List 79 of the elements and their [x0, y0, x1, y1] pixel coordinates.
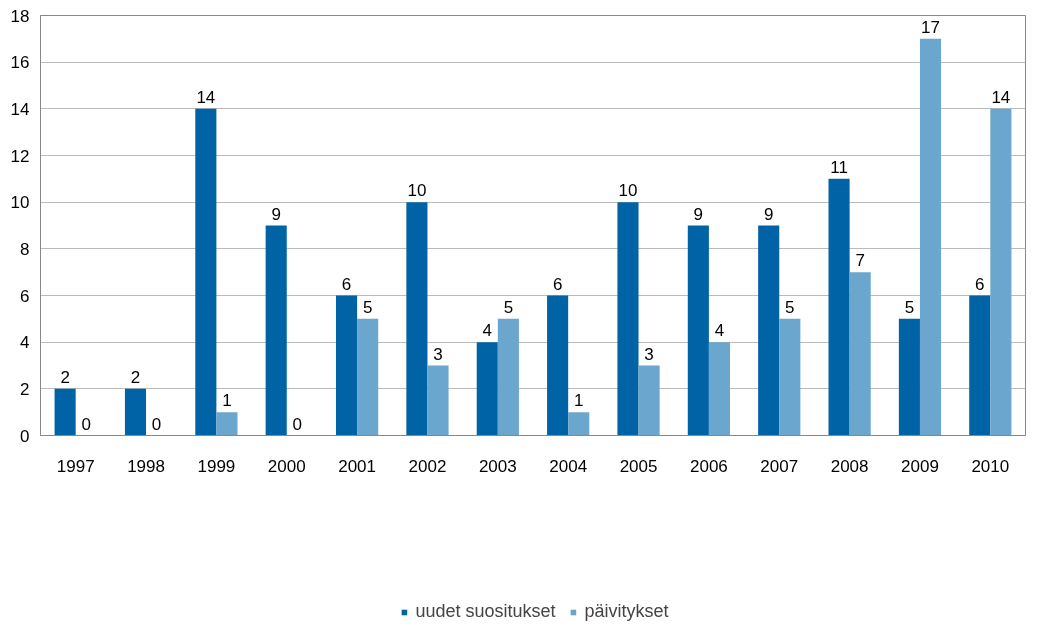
x-tick-label: 2005 [619, 456, 658, 476]
data-label: 6 [975, 274, 985, 294]
bar [898, 318, 920, 436]
y-tick-label: 2 [20, 379, 30, 399]
bar [124, 388, 147, 436]
data-label: 1 [574, 391, 584, 411]
x-tick-label: 1999 [197, 456, 236, 476]
bar [617, 202, 639, 436]
x-tick-label: 1997 [56, 456, 95, 476]
data-label: 10 [618, 181, 638, 201]
bar [828, 178, 850, 436]
x-tick-label: 2007 [760, 456, 799, 476]
bar [406, 202, 428, 436]
data-label: 11 [830, 157, 848, 177]
data-label: 2 [130, 367, 141, 387]
data-label: 2 [60, 367, 70, 387]
data-label: 5 [362, 297, 373, 317]
data-label: 3 [433, 344, 443, 364]
data-label: 6 [552, 274, 563, 294]
y-tick-label: 16 [10, 53, 30, 73]
y-tick-label: 6 [20, 286, 30, 306]
y-tick-label: 10 [10, 193, 30, 213]
bar [568, 412, 590, 436]
data-label: 14 [196, 87, 216, 107]
data-label: 5 [904, 297, 915, 317]
data-label: 17 [921, 17, 940, 37]
data-label: 6 [341, 274, 352, 294]
y-tick-label: 4 [20, 333, 30, 353]
x-tick-label: 2009 [901, 456, 939, 476]
bar [638, 365, 660, 436]
bar [990, 108, 1012, 436]
x-tick-label: 2006 [689, 456, 728, 476]
data-label: 4 [482, 321, 493, 341]
x-tick-label: 2003 [478, 456, 517, 476]
x-tick-label: 2004 [549, 456, 588, 476]
data-label: 0 [151, 414, 162, 434]
data-label: 7 [855, 251, 865, 271]
data-label: 0 [81, 414, 91, 434]
data-label: 14 [991, 87, 1011, 107]
bar [758, 225, 780, 436]
y-tick-label: 8 [20, 239, 30, 259]
bar [779, 318, 801, 436]
x-tick-label: 1998 [127, 456, 165, 476]
bar [919, 38, 942, 436]
y-tick-label: 14 [10, 99, 30, 119]
y-tick-label: 12 [10, 146, 30, 166]
data-label: 4 [714, 321, 725, 341]
data-label: 9 [693, 204, 704, 224]
legend-label: uudet suositukset [415, 601, 556, 622]
bar [497, 318, 519, 436]
bar [547, 295, 569, 436]
x-tick-label: 2002 [408, 456, 447, 476]
data-label: 9 [271, 204, 281, 224]
data-label: 1 [222, 391, 232, 411]
bar [336, 295, 358, 436]
bar [849, 272, 871, 436]
bar [687, 225, 709, 436]
bar [216, 412, 238, 436]
data-label: 10 [407, 181, 427, 201]
bar [969, 295, 991, 436]
data-label: 9 [763, 204, 774, 224]
x-tick-label: 2010 [971, 456, 1010, 476]
legend-label: päivitykset [584, 601, 669, 622]
y-tick-label: 0 [20, 426, 30, 446]
data-label: 3 [644, 344, 654, 364]
x-tick-label: 2000 [267, 456, 306, 476]
y-tick-label: 18 [10, 6, 30, 26]
bar [476, 342, 498, 436]
bar [357, 318, 379, 436]
data-label: 0 [292, 414, 303, 434]
bar [427, 365, 449, 436]
x-tick-label: 2008 [830, 456, 869, 476]
data-label: 5 [503, 297, 514, 317]
bar [195, 108, 217, 436]
bar [54, 388, 76, 436]
bar [265, 225, 287, 436]
bar [708, 342, 730, 436]
x-tick-label: 2001 [338, 456, 377, 476]
data-label: 5 [785, 297, 795, 317]
